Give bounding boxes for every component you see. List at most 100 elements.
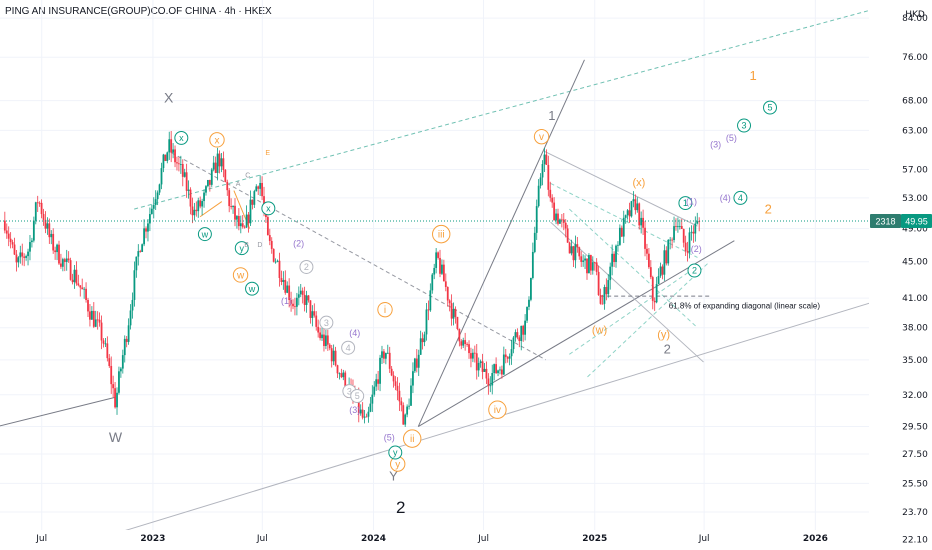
- candle-body: [239, 223, 242, 227]
- candle-body: [27, 251, 29, 257]
- trend-line[interactable]: [79, 275, 932, 546]
- candle-body: [170, 139, 173, 153]
- candle-body: [237, 216, 240, 227]
- trend-line[interactable]: [199, 201, 223, 218]
- candle-body: [270, 240, 273, 249]
- candle-body: [21, 252, 24, 257]
- candle-body: [46, 223, 49, 229]
- candle-body: [137, 251, 140, 257]
- wave-label: y: [395, 460, 400, 471]
- candle-body: [220, 158, 223, 167]
- candle-body: [502, 354, 505, 375]
- wave-label: x: [179, 133, 184, 143]
- candle-body: [398, 390, 401, 402]
- candle-body: [139, 251, 142, 252]
- candle-body: [311, 311, 314, 318]
- trend-line[interactable]: [543, 150, 698, 227]
- candle-body: [460, 341, 463, 346]
- candle-body: [698, 221, 701, 223]
- wave-label: iv: [494, 405, 501, 416]
- candle-body: [263, 196, 265, 209]
- candle-body: [214, 162, 217, 173]
- candle-body: [555, 213, 557, 221]
- candle-body: [518, 337, 521, 342]
- candle-body: [444, 281, 447, 287]
- candle-body: [475, 353, 478, 371]
- candle-body: [557, 213, 559, 224]
- wave-label: D: [257, 242, 262, 249]
- trend-line[interactable]: [0, 396, 116, 429]
- chart-title: PING AN INSURANCE(GROUP)CO.OF CHINA · 4h…: [5, 6, 272, 17]
- wave-label-circle: [319, 315, 334, 330]
- candle-body: [626, 210, 629, 216]
- trend-line[interactable]: [417, 240, 735, 427]
- candle-body: [454, 308, 457, 317]
- candle-body: [176, 162, 178, 164]
- price-tick-label: 57.00: [902, 165, 928, 175]
- candle-body: [526, 306, 528, 321]
- candle-body: [696, 221, 699, 224]
- candle-body: [694, 223, 697, 234]
- candle-body: [384, 353, 387, 359]
- candle-body: [431, 274, 434, 291]
- wave-label: 61.8% of expanding diagonal (linear scal…: [669, 302, 821, 311]
- candle-body: [433, 267, 436, 275]
- wave-label: 1: [548, 108, 555, 123]
- trend-line[interactable]: [417, 59, 585, 427]
- candle-body: [423, 334, 426, 343]
- trend-line[interactable]: [134, 0, 924, 210]
- time-tick-label: 2024: [361, 534, 386, 544]
- candle-body: [56, 244, 58, 253]
- candle-body: [317, 326, 320, 333]
- candle-body: [560, 219, 563, 221]
- candle-body: [367, 411, 370, 417]
- candle-body: [559, 219, 561, 224]
- trend-line[interactable]: [569, 265, 698, 355]
- candle-body: [295, 297, 298, 307]
- candle-body: [574, 244, 577, 261]
- wave-label: 2: [304, 262, 309, 272]
- candle-body: [528, 299, 530, 307]
- candle-body: [690, 231, 693, 233]
- candle-body: [201, 201, 204, 207]
- wave-label: (3): [710, 139, 721, 149]
- candle-body: [42, 214, 45, 220]
- wave-label: W: [109, 429, 123, 445]
- wave-label: E: [265, 150, 270, 157]
- candle-body: [607, 280, 610, 295]
- candle-body: [114, 388, 116, 408]
- candle-body: [692, 231, 695, 234]
- candle-body: [425, 309, 428, 335]
- candle-body: [189, 189, 192, 207]
- candle-body: [516, 332, 519, 338]
- candle-body: [497, 370, 499, 374]
- trend-line[interactable]: [569, 208, 698, 329]
- candle-body: [203, 192, 205, 202]
- candle-body: [615, 245, 617, 263]
- candle-body: [665, 250, 668, 264]
- candle-body: [50, 233, 53, 238]
- candle-body: [657, 276, 660, 285]
- trend-line[interactable]: [550, 221, 704, 363]
- trend-line[interactable]: [171, 152, 547, 361]
- wave-label: (x): [632, 177, 645, 189]
- candle-body: [3, 220, 6, 231]
- candle-body: [158, 184, 161, 193]
- candle-body: [383, 351, 385, 359]
- candle-body: [359, 409, 362, 414]
- candle-body: [669, 239, 672, 241]
- candle-body: [530, 277, 532, 300]
- price-tick-label: 49.00: [902, 225, 928, 235]
- candle-body: [75, 269, 78, 284]
- candle-body: [419, 338, 422, 355]
- candle-body: [241, 223, 244, 227]
- candle-body: [572, 246, 575, 261]
- candle-body: [205, 186, 207, 193]
- candle-body: [653, 300, 656, 303]
- candle-body: [125, 338, 128, 342]
- candle-body: [632, 199, 635, 202]
- candle-body: [87, 299, 89, 312]
- wave-label: X: [164, 90, 174, 106]
- candle-body: [504, 354, 507, 358]
